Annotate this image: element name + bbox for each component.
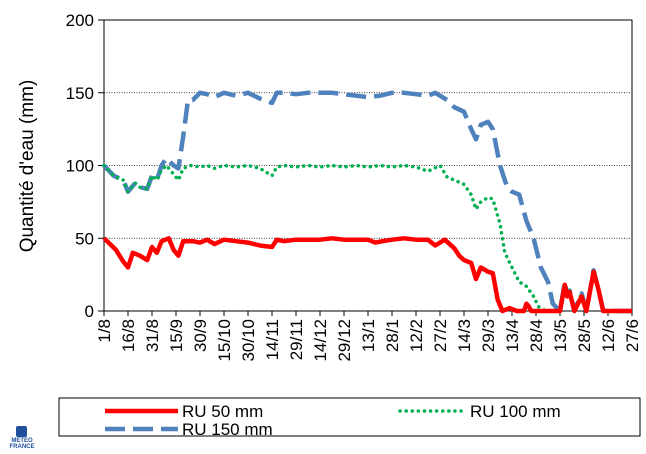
x-tick-label: 28/1 bbox=[383, 319, 402, 352]
legend: RU 50 mm RU 100 mm RU 150 mm bbox=[58, 397, 641, 439]
x-tick-label: 14/12 bbox=[311, 319, 330, 362]
y-tick-label: 100 bbox=[66, 157, 94, 176]
y-tick-label: 150 bbox=[66, 84, 94, 103]
x-tick-label: 29/11 bbox=[287, 319, 306, 360]
x-tick-label: 27/6 bbox=[623, 319, 642, 352]
x-tick-label: 27/2 bbox=[431, 319, 450, 352]
x-tick-label: 28/4 bbox=[527, 319, 546, 352]
series-line-ru-50 bbox=[102, 236, 632, 314]
y-axis-tick-labels: 0 50 100 150 200 bbox=[66, 11, 94, 321]
legend-label-ru-50: RU 50 mm bbox=[182, 402, 263, 421]
x-tick-label: 13/5 bbox=[551, 319, 570, 352]
x-tick-label: 29/12 bbox=[335, 319, 354, 362]
y-tick-label: 200 bbox=[66, 11, 94, 30]
x-tick-label: 28/5 bbox=[575, 319, 594, 352]
x-tick-label: 14/11 bbox=[263, 319, 282, 360]
x-tick-label: 16/8 bbox=[119, 319, 138, 352]
logo-mark-icon bbox=[16, 426, 27, 437]
series-lines bbox=[102, 90, 634, 314]
legend-box bbox=[58, 397, 641, 437]
plot-area-frame bbox=[103, 19, 633, 312]
x-tick-label: 31/8 bbox=[143, 319, 162, 352]
series-line-ru-150 bbox=[102, 90, 632, 314]
x-tick-label: 14/3 bbox=[455, 319, 474, 352]
x-tick-label: 15/9 bbox=[167, 319, 186, 352]
x-tick-label: 30/9 bbox=[191, 319, 210, 352]
x-tick-label: 30/10 bbox=[239, 319, 258, 362]
y-tick-label: 50 bbox=[75, 229, 94, 248]
logo-text: METEO FRANCE bbox=[9, 438, 35, 450]
x-tick-label: 13/1 bbox=[359, 319, 378, 352]
x-tick-label: 29/3 bbox=[479, 319, 498, 352]
y-axis-title: Quantité d'eau (mm) bbox=[17, 80, 38, 253]
y-tick-label: 0 bbox=[85, 302, 94, 321]
x-axis-tick-labels: 1/8 16/8 31/8 15/9 30/9 15/10 30/10 14/11 29/11 1… bbox=[95, 319, 642, 362]
meteo-france-logo: METEO FRANCE bbox=[4, 426, 40, 452]
legend-label-ru-150: RU 150 mm bbox=[182, 420, 273, 439]
legend-label-ru-100: RU 100 mm bbox=[470, 402, 561, 421]
x-tick-label: 13/4 bbox=[503, 319, 522, 352]
x-tick-label: 12/2 bbox=[407, 319, 426, 352]
x-tick-label: 1/8 bbox=[95, 319, 114, 343]
x-tick-label: 15/10 bbox=[215, 319, 234, 362]
grid-lines bbox=[104, 92, 632, 239]
x-tick-label: 12/6 bbox=[599, 319, 618, 352]
